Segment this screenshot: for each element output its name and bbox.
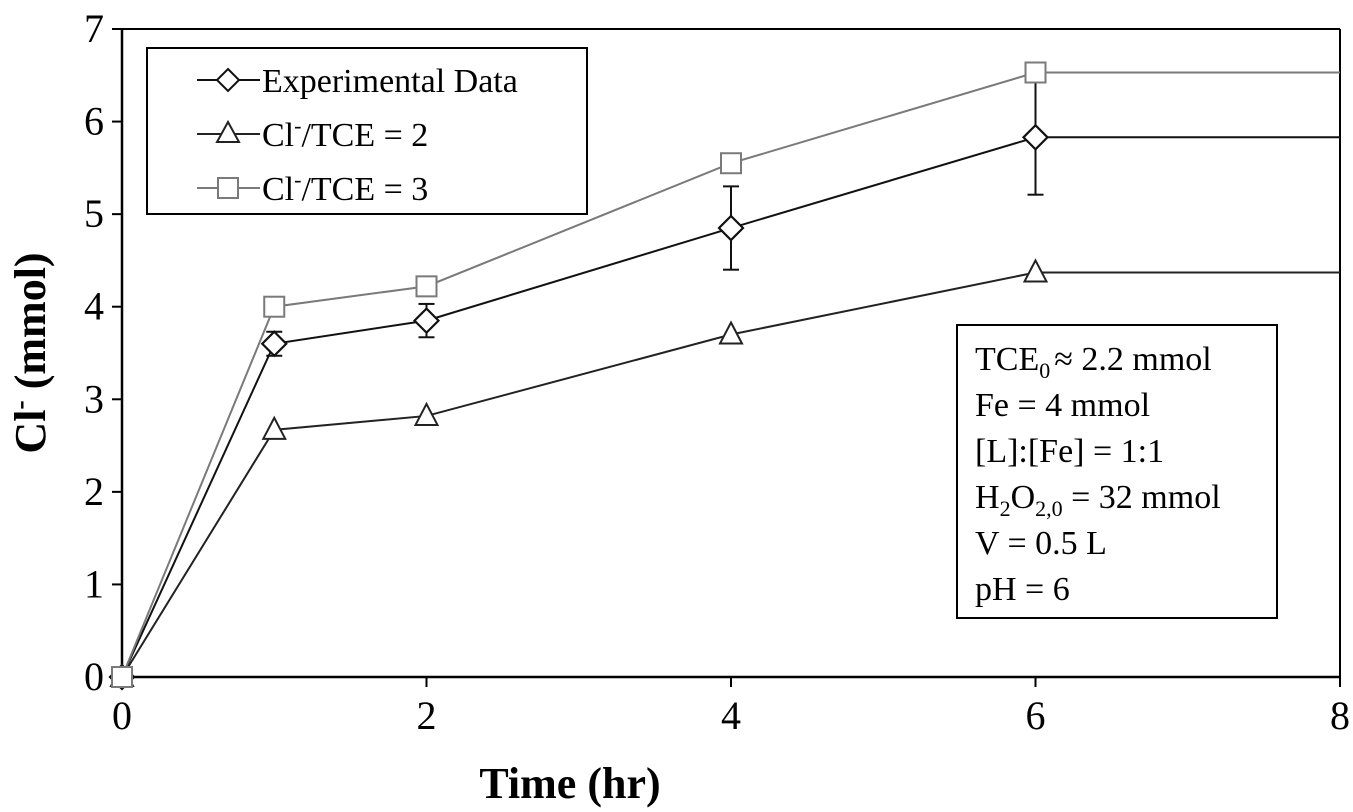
experimental-point	[260, 330, 288, 358]
x-tick-label: 0	[112, 693, 132, 738]
y-tick-label: 5	[84, 191, 104, 236]
condition-fe: Fe = 4 mmol	[975, 387, 1150, 424]
conditions-frame	[956, 324, 1278, 619]
x-tick-label: 6	[1026, 693, 1046, 738]
ratio-3-point	[720, 152, 742, 175]
series-line-1	[121, 136, 1340, 678]
experimental-point	[1021, 123, 1050, 151]
ratio-2-point	[261, 415, 287, 440]
legend-triangle-marker	[215, 119, 241, 143]
y-tick-label: 7	[84, 6, 104, 51]
legend-diamond-marker	[215, 67, 241, 93]
experimental-point	[717, 214, 745, 242]
legend: Experimental Data Cl-/TCE = 2 Cl-/TCE = …	[146, 47, 588, 215]
y-tick-label: 6	[84, 99, 104, 144]
y-axis-title: Cl- (mmol)	[5, 252, 55, 453]
y-tick-label: 4	[84, 284, 104, 329]
y-tick-label: 1	[84, 561, 104, 606]
x-axis-title: Time (hr)	[479, 759, 660, 808]
condition-ph: pH = 6	[975, 571, 1070, 608]
legend-square-marker	[217, 177, 239, 199]
ratio-2-point	[413, 401, 440, 426]
conditions-box: TCE0 ≈ 2.2 mmol Fe = 4 mmol [L]:[Fe] = 1:…	[956, 324, 1278, 619]
legend-label-experimental: Experimental Data	[262, 63, 518, 100]
experimental-point	[412, 307, 441, 335]
condition-volume: V = 0.5 L	[975, 525, 1107, 562]
condition-h2o2: H2O2,0 = 32 mmol	[975, 479, 1221, 521]
condition-ligand-ratio: [L]:[Fe] = 1:1	[975, 433, 1164, 470]
y-tick-label: 3	[84, 376, 104, 421]
axis-ticks: 0 2 4 6 8 0 1 2 3 4 5 6 7	[84, 6, 1350, 738]
x-tick-label: 2	[417, 693, 437, 738]
legend-label-ratio-3: Cl-/TCE = 3	[262, 167, 428, 208]
ratio-3-point	[415, 275, 438, 298]
ratio-2-point	[1022, 258, 1049, 283]
series-line-3	[121, 71, 1340, 678]
ratio-2-point	[718, 320, 744, 345]
y-tick-label: 2	[84, 469, 104, 514]
legend-label-ratio-2: Cl-/TCE = 2	[262, 113, 428, 154]
legend-item-ratio-2: Cl-/TCE = 2	[197, 113, 428, 154]
y-tick-label: 0	[84, 654, 104, 699]
ratio-3-point	[263, 295, 286, 318]
series-layer	[108, 61, 1340, 691]
ratio-3-point	[1024, 61, 1047, 84]
ratio-3-point	[111, 666, 133, 688]
legend-item-ratio-3: Cl-/TCE = 3	[197, 167, 428, 208]
legend-item-experimental: Experimental Data	[197, 63, 518, 100]
series-line-2	[121, 271, 1340, 678]
x-tick-label: 8	[1330, 693, 1350, 738]
x-tick-label: 4	[721, 693, 741, 738]
condition-tce0: TCE0 ≈ 2.2 mmol	[975, 341, 1212, 383]
